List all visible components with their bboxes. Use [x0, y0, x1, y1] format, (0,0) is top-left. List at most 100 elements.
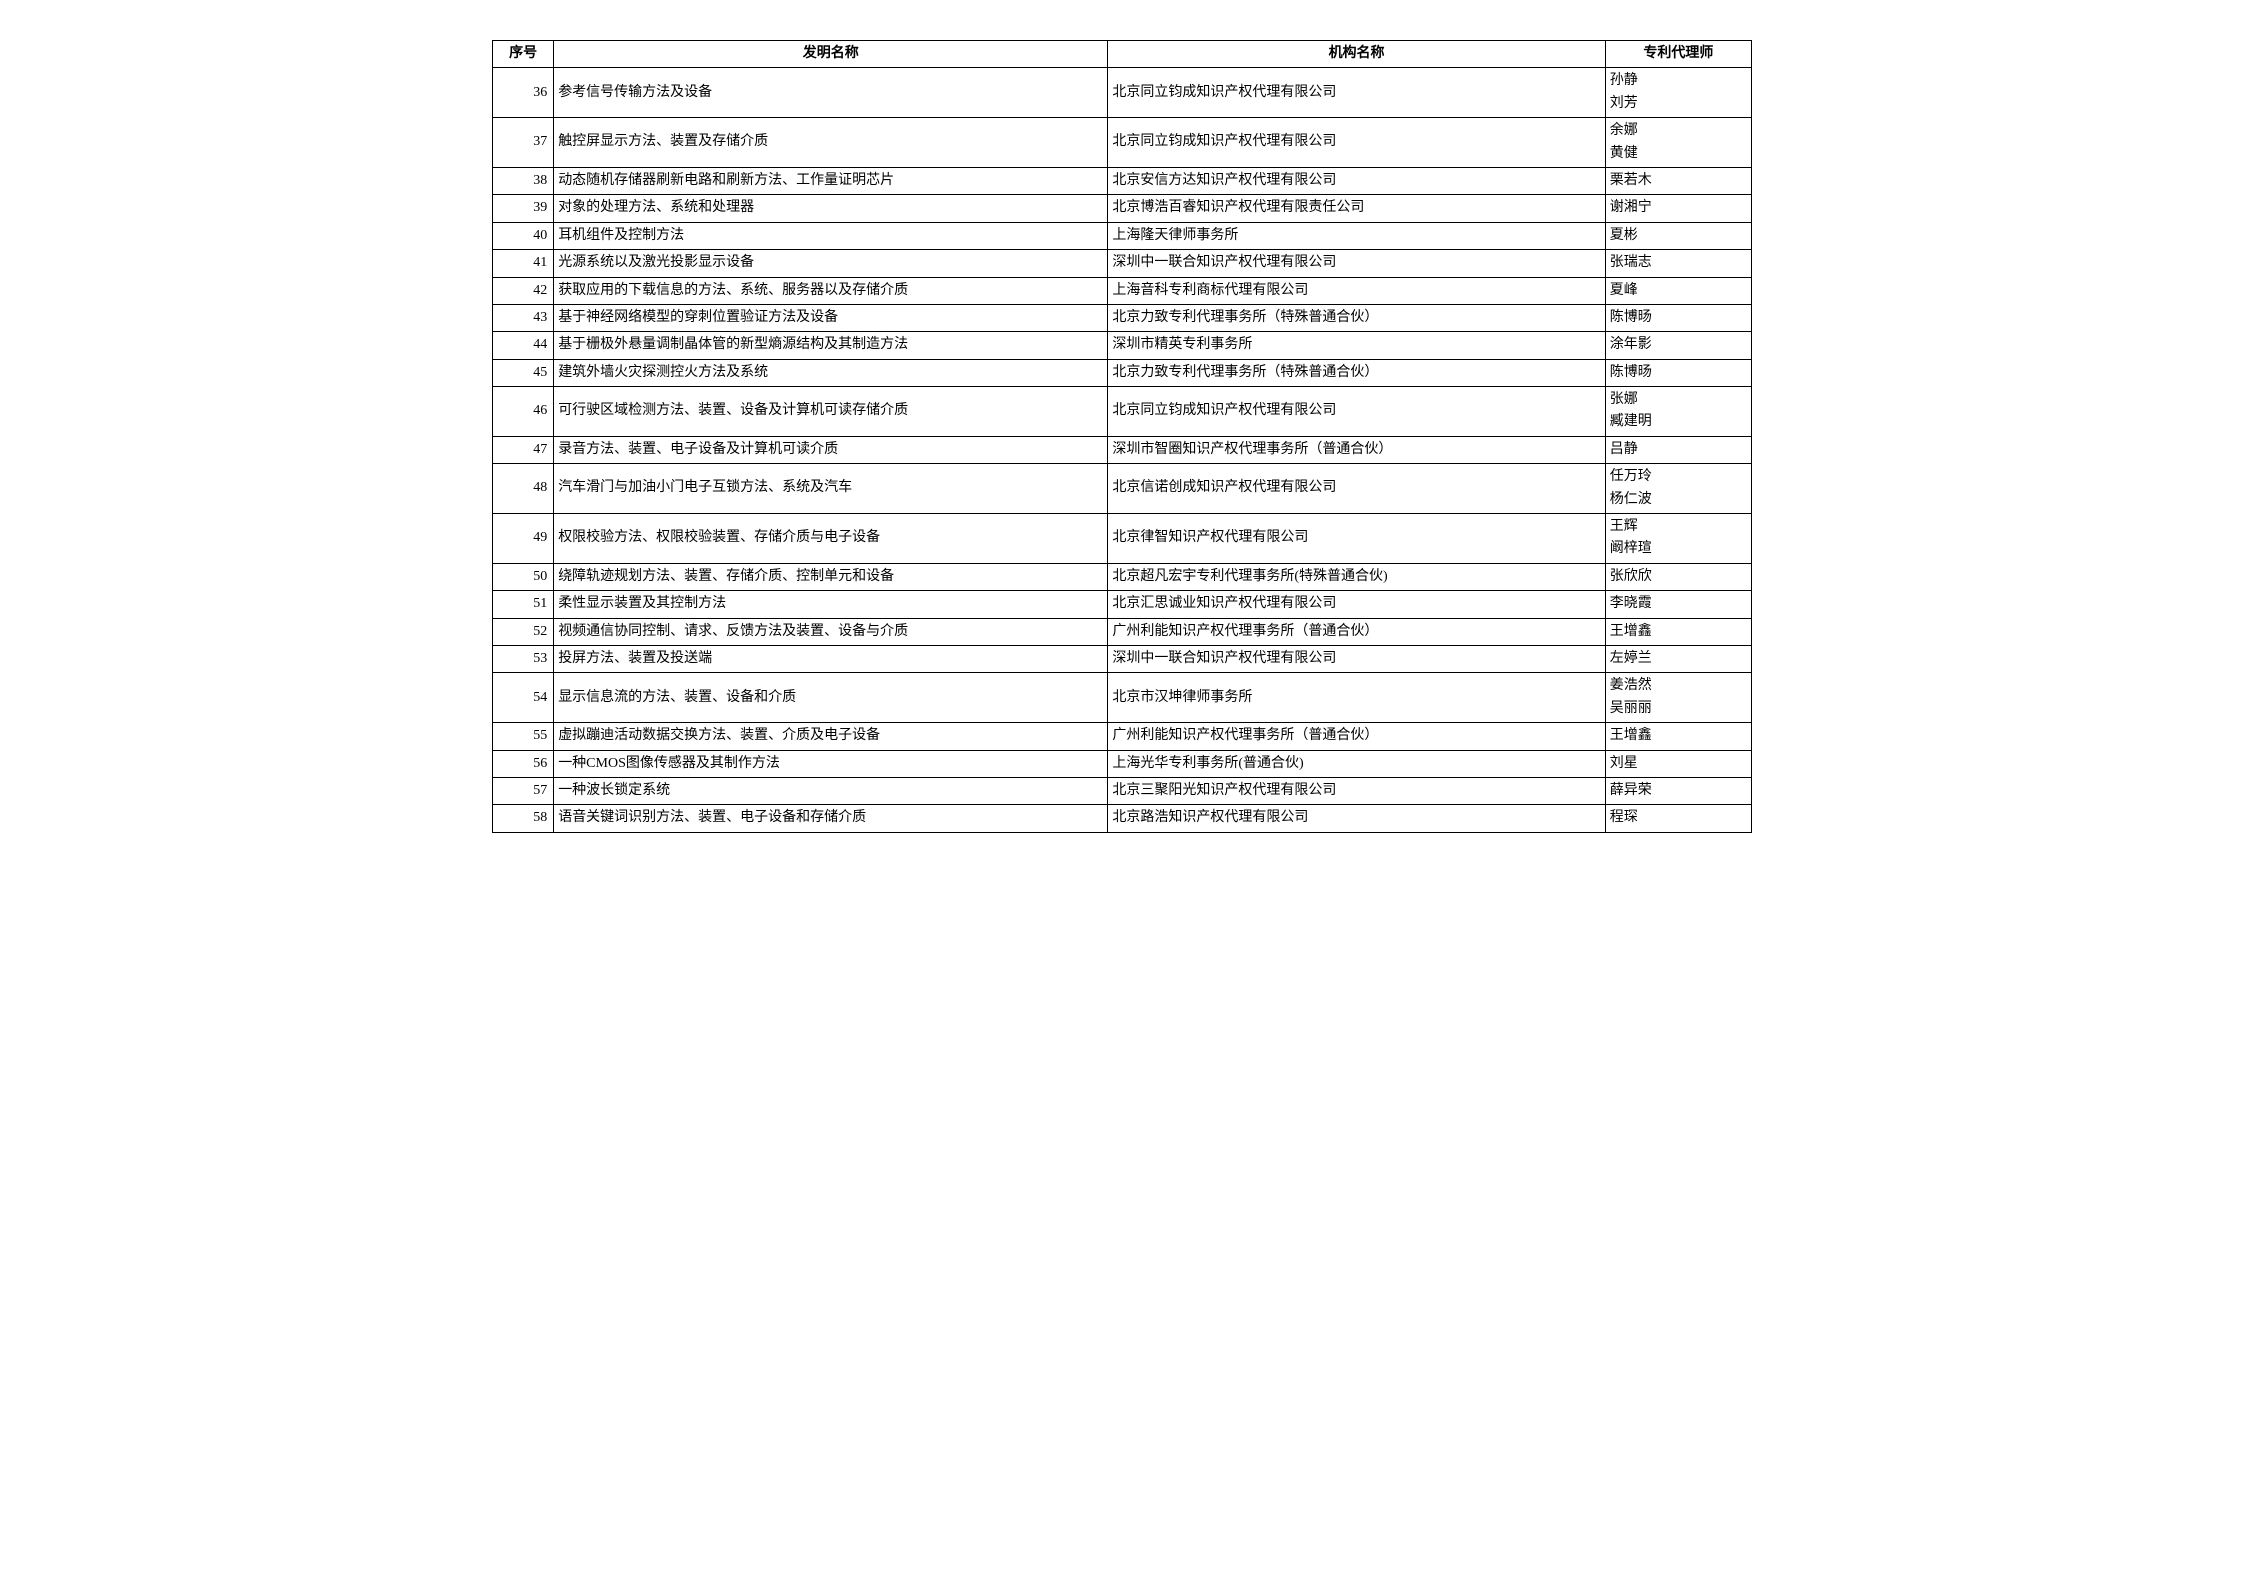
- cell-org-name: 北京三聚阳光知识产权代理有限公司: [1108, 777, 1605, 804]
- cell-invention-name: 投屏方法、装置及投送端: [554, 645, 1108, 672]
- cell-agent: 涂年影: [1605, 332, 1751, 359]
- cell-invention-name: 光源系统以及激光投影显示设备: [554, 250, 1108, 277]
- agent-name: 王增鑫: [1610, 725, 1747, 747]
- cell-agent: 程琛: [1605, 805, 1751, 832]
- agent-name: 臧建明: [1610, 411, 1747, 433]
- cell-agent: 陈博旸: [1605, 304, 1751, 331]
- cell-invention-name: 对象的处理方法、系统和处理器: [554, 195, 1108, 222]
- cell-seq: 51: [493, 591, 554, 618]
- cell-agent: 任万玲杨仁波: [1605, 464, 1751, 514]
- cell-seq: 49: [493, 514, 554, 564]
- cell-org-name: 北京同立钧成知识产权代理有限公司: [1108, 387, 1605, 437]
- cell-seq: 37: [493, 118, 554, 168]
- cell-seq: 46: [493, 387, 554, 437]
- cell-agent: 李晓霞: [1605, 591, 1751, 618]
- cell-invention-name: 一种CMOS图像传感器及其制作方法: [554, 750, 1108, 777]
- cell-org-name: 广州利能知识产权代理事务所（普通合伙）: [1108, 723, 1605, 750]
- cell-invention-name: 权限校验方法、权限校验装置、存储介质与电子设备: [554, 514, 1108, 564]
- cell-invention-name: 视频通信协同控制、请求、反馈方法及装置、设备与介质: [554, 618, 1108, 645]
- agent-name: 夏彬: [1610, 225, 1747, 247]
- agent-name: 姜浩然: [1610, 675, 1747, 697]
- table-row: 58语音关键词识别方法、装置、电子设备和存储介质北京路浩知识产权代理有限公司程琛: [493, 805, 1752, 832]
- cell-agent: 夏峰: [1605, 277, 1751, 304]
- table-row: 37触控屏显示方法、装置及存储介质北京同立钧成知识产权代理有限公司余娜黄健: [493, 118, 1752, 168]
- agent-name: 黄健: [1610, 143, 1747, 165]
- table-row: 48汽车滑门与加油小门电子互锁方法、系统及汽车北京信诺创成知识产权代理有限公司任…: [493, 464, 1752, 514]
- table-row: 54显示信息流的方法、装置、设备和介质北京市汉坤律师事务所姜浩然吴丽丽: [493, 673, 1752, 723]
- cell-seq: 47: [493, 436, 554, 463]
- agent-name: 张欣欣: [1610, 566, 1747, 588]
- cell-agent: 左婷兰: [1605, 645, 1751, 672]
- header-org: 机构名称: [1108, 41, 1605, 68]
- cell-invention-name: 柔性显示装置及其控制方法: [554, 591, 1108, 618]
- cell-agent: 余娜黄健: [1605, 118, 1751, 168]
- agent-name: 薛异荣: [1610, 780, 1747, 802]
- patent-table-container: 序号 发明名称 机构名称 专利代理师 36参考信号传输方法及设备北京同立钧成知识…: [492, 40, 1752, 833]
- cell-seq: 40: [493, 222, 554, 249]
- cell-org-name: 北京力致专利代理事务所（特殊普通合伙）: [1108, 359, 1605, 386]
- cell-agent: 薛异荣: [1605, 777, 1751, 804]
- cell-agent: 王增鑫: [1605, 723, 1751, 750]
- cell-agent: 吕静: [1605, 436, 1751, 463]
- cell-org-name: 上海音科专利商标代理有限公司: [1108, 277, 1605, 304]
- cell-invention-name: 绕障轨迹规划方法、装置、存储介质、控制单元和设备: [554, 563, 1108, 590]
- cell-seq: 42: [493, 277, 554, 304]
- cell-org-name: 上海光华专利事务所(普通合伙): [1108, 750, 1605, 777]
- agent-name: 栗若木: [1610, 170, 1747, 192]
- header-seq: 序号: [493, 41, 554, 68]
- table-row: 52视频通信协同控制、请求、反馈方法及装置、设备与介质广州利能知识产权代理事务所…: [493, 618, 1752, 645]
- cell-org-name: 北京路浩知识产权代理有限公司: [1108, 805, 1605, 832]
- table-row: 38动态随机存储器刷新电路和刷新方法、工作量证明芯片北京安信方达知识产权代理有限…: [493, 167, 1752, 194]
- cell-invention-name: 基于栅极外悬量调制晶体管的新型熵源结构及其制造方法: [554, 332, 1108, 359]
- agent-name: 王辉: [1610, 516, 1747, 538]
- agent-name: 余娜: [1610, 120, 1747, 142]
- cell-invention-name: 显示信息流的方法、装置、设备和介质: [554, 673, 1108, 723]
- cell-seq: 41: [493, 250, 554, 277]
- agent-name: 陈博旸: [1610, 362, 1747, 384]
- cell-org-name: 深圳市智圈知识产权代理事务所（普通合伙）: [1108, 436, 1605, 463]
- agent-name: 吕静: [1610, 439, 1747, 461]
- cell-seq: 56: [493, 750, 554, 777]
- agent-name: 吴丽丽: [1610, 698, 1747, 720]
- agent-name: 左婷兰: [1610, 648, 1747, 670]
- cell-seq: 53: [493, 645, 554, 672]
- cell-org-name: 北京力致专利代理事务所（特殊普通合伙）: [1108, 304, 1605, 331]
- table-row: 56一种CMOS图像传感器及其制作方法上海光华专利事务所(普通合伙)刘星: [493, 750, 1752, 777]
- agent-name: 阚梓瑄: [1610, 538, 1747, 560]
- table-row: 57一种波长锁定系统北京三聚阳光知识产权代理有限公司薛异荣: [493, 777, 1752, 804]
- table-row: 44基于栅极外悬量调制晶体管的新型熵源结构及其制造方法深圳市精英专利事务所涂年影: [493, 332, 1752, 359]
- cell-agent: 张娜臧建明: [1605, 387, 1751, 437]
- cell-org-name: 深圳市精英专利事务所: [1108, 332, 1605, 359]
- cell-agent: 孙静刘芳: [1605, 68, 1751, 118]
- cell-seq: 43: [493, 304, 554, 331]
- cell-invention-name: 建筑外墙火灾探测控火方法及系统: [554, 359, 1108, 386]
- cell-invention-name: 语音关键词识别方法、装置、电子设备和存储介质: [554, 805, 1108, 832]
- agent-name: 陈博旸: [1610, 307, 1747, 329]
- cell-invention-name: 汽车滑门与加油小门电子互锁方法、系统及汽车: [554, 464, 1108, 514]
- agent-name: 杨仁波: [1610, 489, 1747, 511]
- cell-seq: 39: [493, 195, 554, 222]
- table-row: 47录音方法、装置、电子设备及计算机可读介质深圳市智圈知识产权代理事务所（普通合…: [493, 436, 1752, 463]
- cell-seq: 38: [493, 167, 554, 194]
- cell-org-name: 深圳中一联合知识产权代理有限公司: [1108, 645, 1605, 672]
- cell-org-name: 北京市汉坤律师事务所: [1108, 673, 1605, 723]
- agent-name: 李晓霞: [1610, 593, 1747, 615]
- cell-seq: 54: [493, 673, 554, 723]
- agent-name: 孙静: [1610, 70, 1747, 92]
- cell-agent: 张欣欣: [1605, 563, 1751, 590]
- cell-invention-name: 一种波长锁定系统: [554, 777, 1108, 804]
- table-row: 51柔性显示装置及其控制方法北京汇思诚业知识产权代理有限公司李晓霞: [493, 591, 1752, 618]
- cell-agent: 刘星: [1605, 750, 1751, 777]
- table-row: 53投屏方法、装置及投送端深圳中一联合知识产权代理有限公司左婷兰: [493, 645, 1752, 672]
- patent-table: 序号 发明名称 机构名称 专利代理师 36参考信号传输方法及设备北京同立钧成知识…: [492, 40, 1752, 833]
- cell-invention-name: 基于神经网络模型的穿刺位置验证方法及设备: [554, 304, 1108, 331]
- table-row: 41光源系统以及激光投影显示设备深圳中一联合知识产权代理有限公司张瑞志: [493, 250, 1752, 277]
- cell-invention-name: 虚拟蹦迪活动数据交换方法、装置、介质及电子设备: [554, 723, 1108, 750]
- agent-name: 刘芳: [1610, 93, 1747, 115]
- agent-name: 刘星: [1610, 753, 1747, 775]
- cell-org-name: 上海隆天律师事务所: [1108, 222, 1605, 249]
- cell-invention-name: 动态随机存储器刷新电路和刷新方法、工作量证明芯片: [554, 167, 1108, 194]
- cell-invention-name: 参考信号传输方法及设备: [554, 68, 1108, 118]
- agent-name: 张娜: [1610, 389, 1747, 411]
- agent-name: 谢湘宁: [1610, 197, 1747, 219]
